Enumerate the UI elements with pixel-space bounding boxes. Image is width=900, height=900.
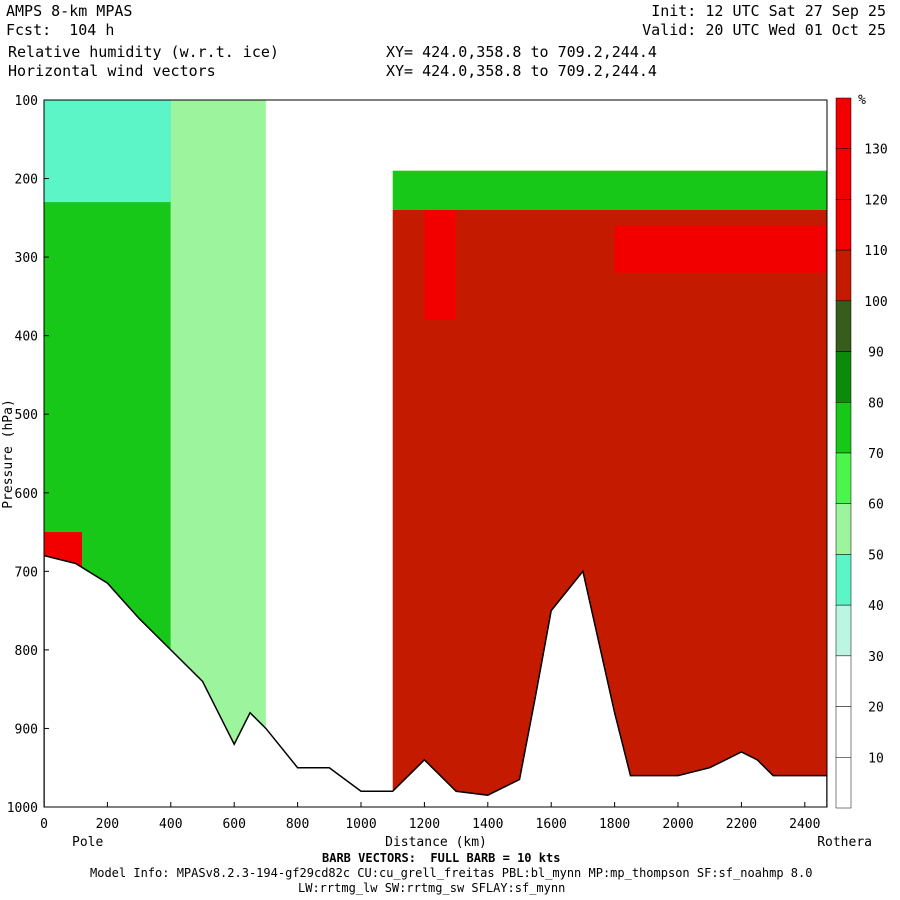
x-tick-label-1600: 1600: [536, 817, 567, 832]
y-tick-label-700: 700: [15, 565, 38, 580]
x-start-label: Pole: [72, 835, 103, 850]
model-info-2: LW:rrtmg_lw SW:rrtmg_sw SFLAY:sf_mynn: [298, 881, 566, 895]
colorbar-swatch-11: [835, 655, 852, 707]
y-tick-label-800: 800: [15, 644, 38, 659]
y-tick-label-500: 500: [15, 408, 38, 423]
y-tick-label-600: 600: [15, 487, 38, 502]
header-field1: Relative humidity (w.r.t. ice): [8, 43, 279, 61]
colorbar-label-90: 90: [868, 346, 884, 361]
x-tick-label-200: 200: [96, 817, 119, 832]
model-info: Model Info: MPASv8.2.3-194-gf29cd82c CU:…: [90, 866, 813, 880]
x-end-label: Rothera: [817, 835, 872, 850]
x-tick-label-2400: 2400: [789, 817, 820, 832]
x-axis-label: Distance (km): [385, 835, 487, 850]
x-tick-label-1400: 1400: [472, 817, 503, 832]
colorbar-label-120: 120: [864, 193, 887, 208]
colorbar-swatch-6: [835, 402, 852, 454]
colorbar-label-70: 70: [868, 447, 884, 462]
header-valid: Valid: 20 UTC Wed 01 Oct 25: [642, 21, 886, 39]
x-tick-label-2000: 2000: [662, 817, 693, 832]
colorbar-swatch-7: [835, 452, 852, 504]
rh-region-7: [614, 225, 827, 273]
colorbar-label-130: 130: [864, 143, 887, 158]
colorbar-label-80: 80: [868, 396, 884, 411]
barb-note: BARB VECTORS: FULL BARB = 10 kts: [322, 851, 561, 865]
x-tick-label-1000: 1000: [345, 817, 376, 832]
y-tick-label-200: 200: [15, 173, 38, 188]
rh-region-9: [44, 100, 171, 203]
colorbar-unit: %: [858, 93, 866, 108]
colorbar-swatch-10: [835, 604, 852, 657]
y-tick-label-1000: 1000: [7, 801, 38, 816]
plot-frame: [43, 99, 828, 808]
colorbar-label-110: 110: [864, 244, 887, 259]
x-tick-label-1200: 1200: [409, 817, 440, 832]
header-init: Init: 12 UTC Sat 27 Sep 25: [651, 2, 886, 20]
colorbar-swatch-9: [835, 554, 852, 606]
colorbar-swatch-13: [835, 757, 852, 809]
header-model: AMPS 8-km MPAS: [6, 2, 133, 20]
y-axis-label: Pressure (hPa): [1, 399, 16, 509]
colorbar-swatch-3: [835, 249, 852, 302]
x-tick-label-2200: 2200: [726, 817, 757, 832]
x-tick-label-1800: 1800: [599, 817, 630, 832]
colorbar-swatch-0: [835, 97, 852, 149]
y-tick-label-900: 900: [15, 722, 38, 737]
colorbar-swatch-2: [835, 199, 852, 251]
rh-region-3: [392, 100, 827, 171]
rh-region-6: [424, 209, 457, 320]
terrain-mask: [44, 554, 827, 807]
colorbar-label-60: 60: [868, 498, 884, 513]
colorbar-swatch-4: [835, 300, 852, 352]
header-xy1: XY= 424.0,358.8 to 709.2,244.4: [386, 43, 657, 61]
colorbar-label-100: 100: [864, 295, 887, 310]
colorbar-swatch-8: [835, 503, 852, 555]
colorbar-label-50: 50: [868, 548, 884, 563]
colorbar-swatch-5: [835, 351, 852, 403]
colorbar-label-20: 20: [868, 701, 884, 716]
x-tick-label-0: 0: [40, 817, 48, 832]
header-forecast: Fcst: 104 h: [6, 21, 115, 39]
rh-region-4: [392, 170, 827, 210]
rh-region-2: [265, 100, 393, 807]
x-tick-label-600: 600: [222, 817, 245, 832]
y-tick-label-300: 300: [15, 251, 38, 266]
header-field2: Horizontal wind vectors: [8, 62, 216, 80]
colorbar-label-10: 10: [868, 751, 884, 766]
colorbar-swatch-1: [835, 148, 852, 200]
x-tick-label-800: 800: [286, 817, 309, 832]
x-tick-label-400: 400: [159, 817, 182, 832]
y-tick-label-400: 400: [15, 330, 38, 345]
header-xy2: XY= 424.0,358.8 to 709.2,244.4: [386, 62, 657, 80]
colorbar-swatch-12: [835, 706, 852, 758]
colorbar-label-30: 30: [868, 650, 884, 665]
y-tick-label-100: 100: [15, 94, 38, 109]
colorbar-label-40: 40: [868, 599, 884, 614]
